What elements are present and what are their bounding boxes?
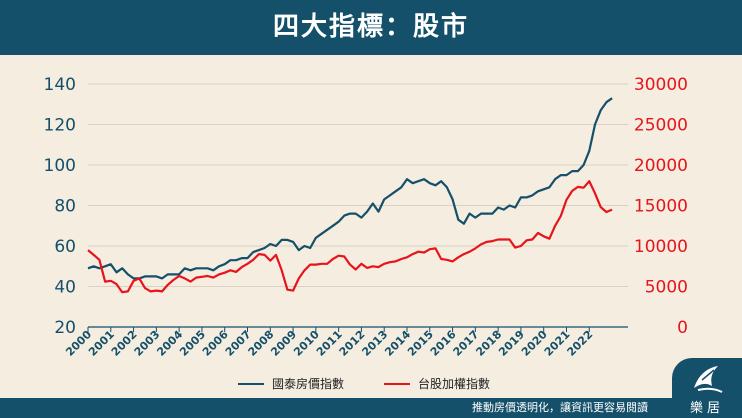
left-tick-label: 100 [44,156,76,176]
right-tick-label: 15000 [634,197,688,217]
brand-logo-text: 樂居 [689,401,724,416]
footer-bar [0,398,742,418]
legend-label: 國泰房價指數 [272,376,344,391]
right-axis-ticks: 0 5000 10000 15000 20000 25000 30000 [634,75,688,338]
header-bar [0,0,742,55]
left-axis-ticks: 20 40 60 80 100 120 140 [44,75,76,338]
left-tick-label: 20 [54,318,76,338]
line-chart: 20 40 60 80 100 120 140 0 5000 10000 15000 20000 25… [44,75,688,391]
bird-logo-icon [694,366,723,393]
left-tick-label: 40 [54,278,76,298]
right-tick-label: 5000 [645,278,688,298]
page-title: 四大指標：股市 [272,12,469,42]
right-tick-label: 30000 [634,75,688,95]
right-tick-label: 25000 [634,116,688,136]
series-line-stock-index [87,180,613,294]
left-tick-label: 120 [44,116,76,136]
left-tick-label: 140 [44,75,76,95]
right-tick-label: 20000 [634,156,688,176]
footer-slogan: 推動房價透明化，讓資訊更容易閱讀 [472,401,648,414]
x-tick-label: 2022 [565,328,596,359]
x-axis-ticks: 2000200120022003200420052006200720082009… [63,327,595,359]
left-tick-label: 60 [54,237,76,257]
right-tick-label: 10000 [634,237,688,257]
chart-legend: 國泰房價指數 台股加權指數 [238,376,490,391]
legend-label: 台股加權指數 [418,376,490,391]
left-tick-label: 80 [54,197,76,217]
brand-logo: 樂居 [672,358,742,418]
right-tick-label: 0 [677,318,688,338]
chart-grid [88,83,628,328]
series-line-house-index [87,97,613,280]
series-lines [87,97,613,294]
